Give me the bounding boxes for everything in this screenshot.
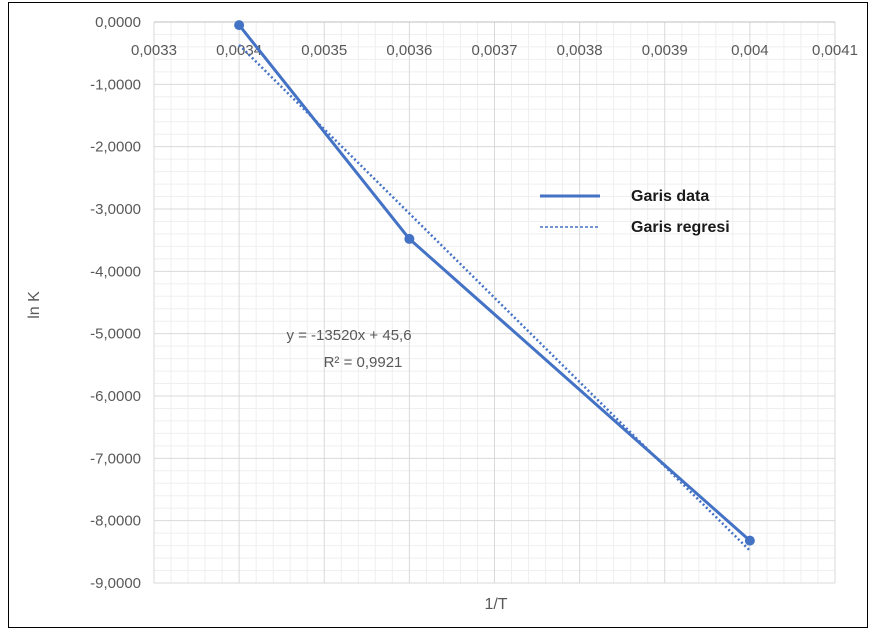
- y-tick-label: -4,0000: [90, 263, 141, 280]
- x-axis-title: 1/T: [484, 596, 507, 613]
- y-tick-label: -9,0000: [90, 575, 141, 592]
- x-tick-label: 0,0037: [472, 42, 518, 59]
- data-point: [234, 20, 245, 31]
- y-tick-label: -8,0000: [90, 513, 141, 530]
- x-tick-label: 0,0035: [301, 42, 347, 59]
- x-tick-label: 0,0039: [642, 42, 688, 59]
- x-tick-label: 0,0033: [131, 42, 177, 59]
- series-layer: [234, 20, 755, 552]
- y-tick-labels: 0,0000 -1,0000 -2,0000 -3,0000 -4,0000 -5,000…: [90, 14, 141, 592]
- major-grid: [153, 21, 836, 584]
- y-tick-label: 0,0000: [95, 14, 141, 31]
- y-tick-label: -5,0000: [90, 326, 141, 343]
- x-tick-label: 0,004: [731, 42, 769, 59]
- data-point: [744, 535, 755, 546]
- x-tick-labels: 0,0033 0,0034 0,0035 0,0036 0,0037 0,0038 0,00…: [131, 42, 858, 59]
- x-tick-label: 0,0041: [812, 42, 858, 59]
- chart-frame: 0,0033 0,0034 0,0035 0,0036 0,0037 0,0038 0,00…: [8, 2, 868, 628]
- y-tick-label: -3,0000: [90, 201, 141, 218]
- regression-equation: y = -13520x + 45,6: [286, 327, 411, 344]
- legend-label-garis-regresi: Garis regresi: [631, 219, 730, 236]
- y-axis-title: ln K: [26, 291, 43, 319]
- legend-label-garis-data: Garis data: [631, 188, 709, 205]
- x-tick-label: 0,0038: [557, 42, 603, 59]
- y-tick-label: -1,0000: [90, 76, 141, 93]
- y-tick-label: -7,0000: [90, 450, 141, 467]
- y-tick-label: -6,0000: [90, 388, 141, 405]
- minor-grid: [154, 22, 835, 583]
- x-tick-label: 0,0036: [386, 42, 432, 59]
- y-tick-label: -2,0000: [90, 139, 141, 156]
- chart-svg: 0,0033 0,0034 0,0035 0,0036 0,0037 0,0038 0,00…: [26, 14, 858, 613]
- legend: Garis data Garis regresi: [540, 188, 730, 236]
- r-squared-label: R² = 0,9921: [324, 354, 403, 371]
- data-point: [404, 233, 415, 244]
